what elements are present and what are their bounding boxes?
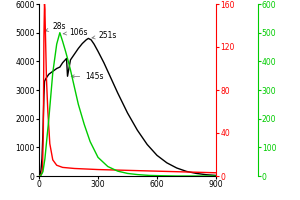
Text: 145s: 145s [71, 72, 104, 81]
Text: 28s: 28s [45, 22, 66, 31]
Text: 106s: 106s [63, 28, 87, 37]
Text: 251s: 251s [92, 31, 117, 40]
